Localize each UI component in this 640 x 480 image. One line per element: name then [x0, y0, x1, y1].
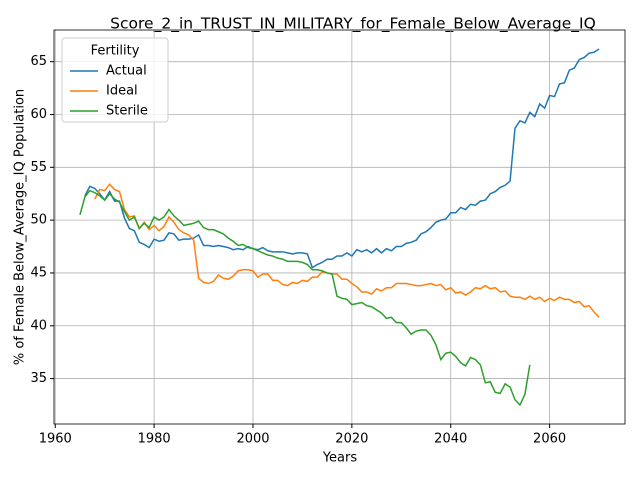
- x-axis-label: Years: [322, 451, 358, 466]
- y-axis-label: % of Female Below_Average_IQ Population: [13, 89, 28, 365]
- legend-label: Sterile: [106, 104, 148, 119]
- series-line: [84, 48, 600, 269]
- x-tick-label: 2040: [434, 432, 467, 447]
- plot-frame: [53, 29, 626, 425]
- legend-title: Fertility: [91, 44, 140, 59]
- series-line: [94, 183, 600, 318]
- x-tick-label: 1960: [39, 432, 72, 447]
- y-tick-label: 65: [30, 54, 47, 69]
- x-tick-label: 2000: [236, 432, 269, 447]
- y-tick-label: 45: [30, 265, 47, 280]
- y-tick-label: 60: [30, 107, 47, 122]
- x-tick-label: 2060: [533, 432, 566, 447]
- y-tick-label: 55: [30, 160, 47, 175]
- chart-title: Score_2_in_TRUST_IN_MILITARY_for_Female_…: [110, 15, 596, 34]
- y-tick-label: 40: [30, 318, 47, 333]
- x-tick-label: 2020: [335, 432, 368, 447]
- y-tick-label: 35: [30, 371, 47, 386]
- legend-label: Ideal: [106, 84, 138, 99]
- legend-box: [61, 37, 169, 123]
- series-line: [79, 189, 531, 407]
- x-tick-label: 1980: [138, 432, 171, 447]
- y-tick-label: 50: [30, 213, 47, 228]
- legend-label: Actual: [106, 64, 147, 79]
